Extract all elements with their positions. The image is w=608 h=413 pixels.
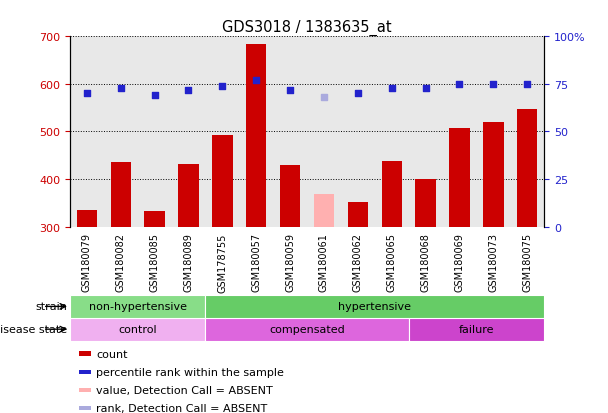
Text: GSM180073: GSM180073	[488, 233, 499, 292]
Bar	[246, 45, 266, 227]
Text: strain: strain	[35, 301, 67, 312]
Bar	[80, 406, 91, 410]
Bar	[314, 195, 334, 227]
Bar	[80, 351, 91, 356]
Point	[218, 83, 227, 90]
Text: GSM180062: GSM180062	[353, 233, 363, 292]
Text: GSM180057: GSM180057	[251, 233, 261, 292]
Text: GSM178755: GSM178755	[217, 233, 227, 292]
Text: rank, Detection Call = ABSENT: rank, Detection Call = ABSENT	[96, 403, 268, 413]
Text: GSM180069: GSM180069	[454, 233, 465, 291]
Point	[184, 87, 193, 94]
Bar	[80, 388, 91, 392]
Text: GSM180065: GSM180065	[387, 233, 397, 292]
Text: GSM180085: GSM180085	[150, 233, 160, 292]
Bar	[280, 165, 300, 227]
Point	[455, 81, 465, 88]
Bar	[145, 211, 165, 227]
Text: GSM180061: GSM180061	[319, 233, 329, 291]
Point	[353, 91, 363, 97]
Text: control: control	[119, 324, 157, 335]
Bar	[483, 123, 503, 227]
Text: GSM180082: GSM180082	[116, 233, 126, 292]
Point	[285, 87, 295, 94]
Point	[319, 95, 329, 101]
Point	[522, 81, 532, 88]
Text: GSM180089: GSM180089	[184, 233, 193, 291]
Bar	[77, 211, 97, 227]
Point	[251, 78, 261, 84]
Bar	[348, 202, 368, 227]
Text: disease state: disease state	[0, 324, 67, 335]
Bar	[70, 295, 206, 318]
Point	[488, 81, 498, 88]
Bar	[415, 180, 436, 227]
Text: GSM180075: GSM180075	[522, 233, 532, 292]
Text: GSM180079: GSM180079	[82, 233, 92, 292]
Bar	[212, 135, 232, 227]
Bar	[80, 370, 91, 374]
Text: GSM180068: GSM180068	[421, 233, 430, 291]
Text: hypertensive: hypertensive	[338, 301, 411, 312]
Bar	[206, 318, 409, 341]
Bar	[111, 163, 131, 227]
Bar	[449, 129, 469, 227]
Text: GSM180059: GSM180059	[285, 233, 295, 292]
Point	[150, 93, 159, 100]
Text: failure: failure	[458, 324, 494, 335]
Bar	[382, 162, 402, 227]
Text: non-hypertensive: non-hypertensive	[89, 301, 187, 312]
Title: GDS3018 / 1383635_at: GDS3018 / 1383635_at	[223, 20, 392, 36]
Bar	[178, 164, 199, 227]
Bar	[206, 295, 544, 318]
Bar	[70, 318, 206, 341]
Text: value, Detection Call = ABSENT: value, Detection Call = ABSENT	[96, 385, 273, 395]
Bar	[517, 109, 537, 227]
Bar	[409, 318, 544, 341]
Text: count: count	[96, 349, 128, 359]
Point	[387, 85, 396, 92]
Point	[421, 85, 430, 92]
Text: compensated: compensated	[269, 324, 345, 335]
Point	[82, 91, 92, 97]
Point	[116, 85, 126, 92]
Text: percentile rank within the sample: percentile rank within the sample	[96, 367, 284, 377]
